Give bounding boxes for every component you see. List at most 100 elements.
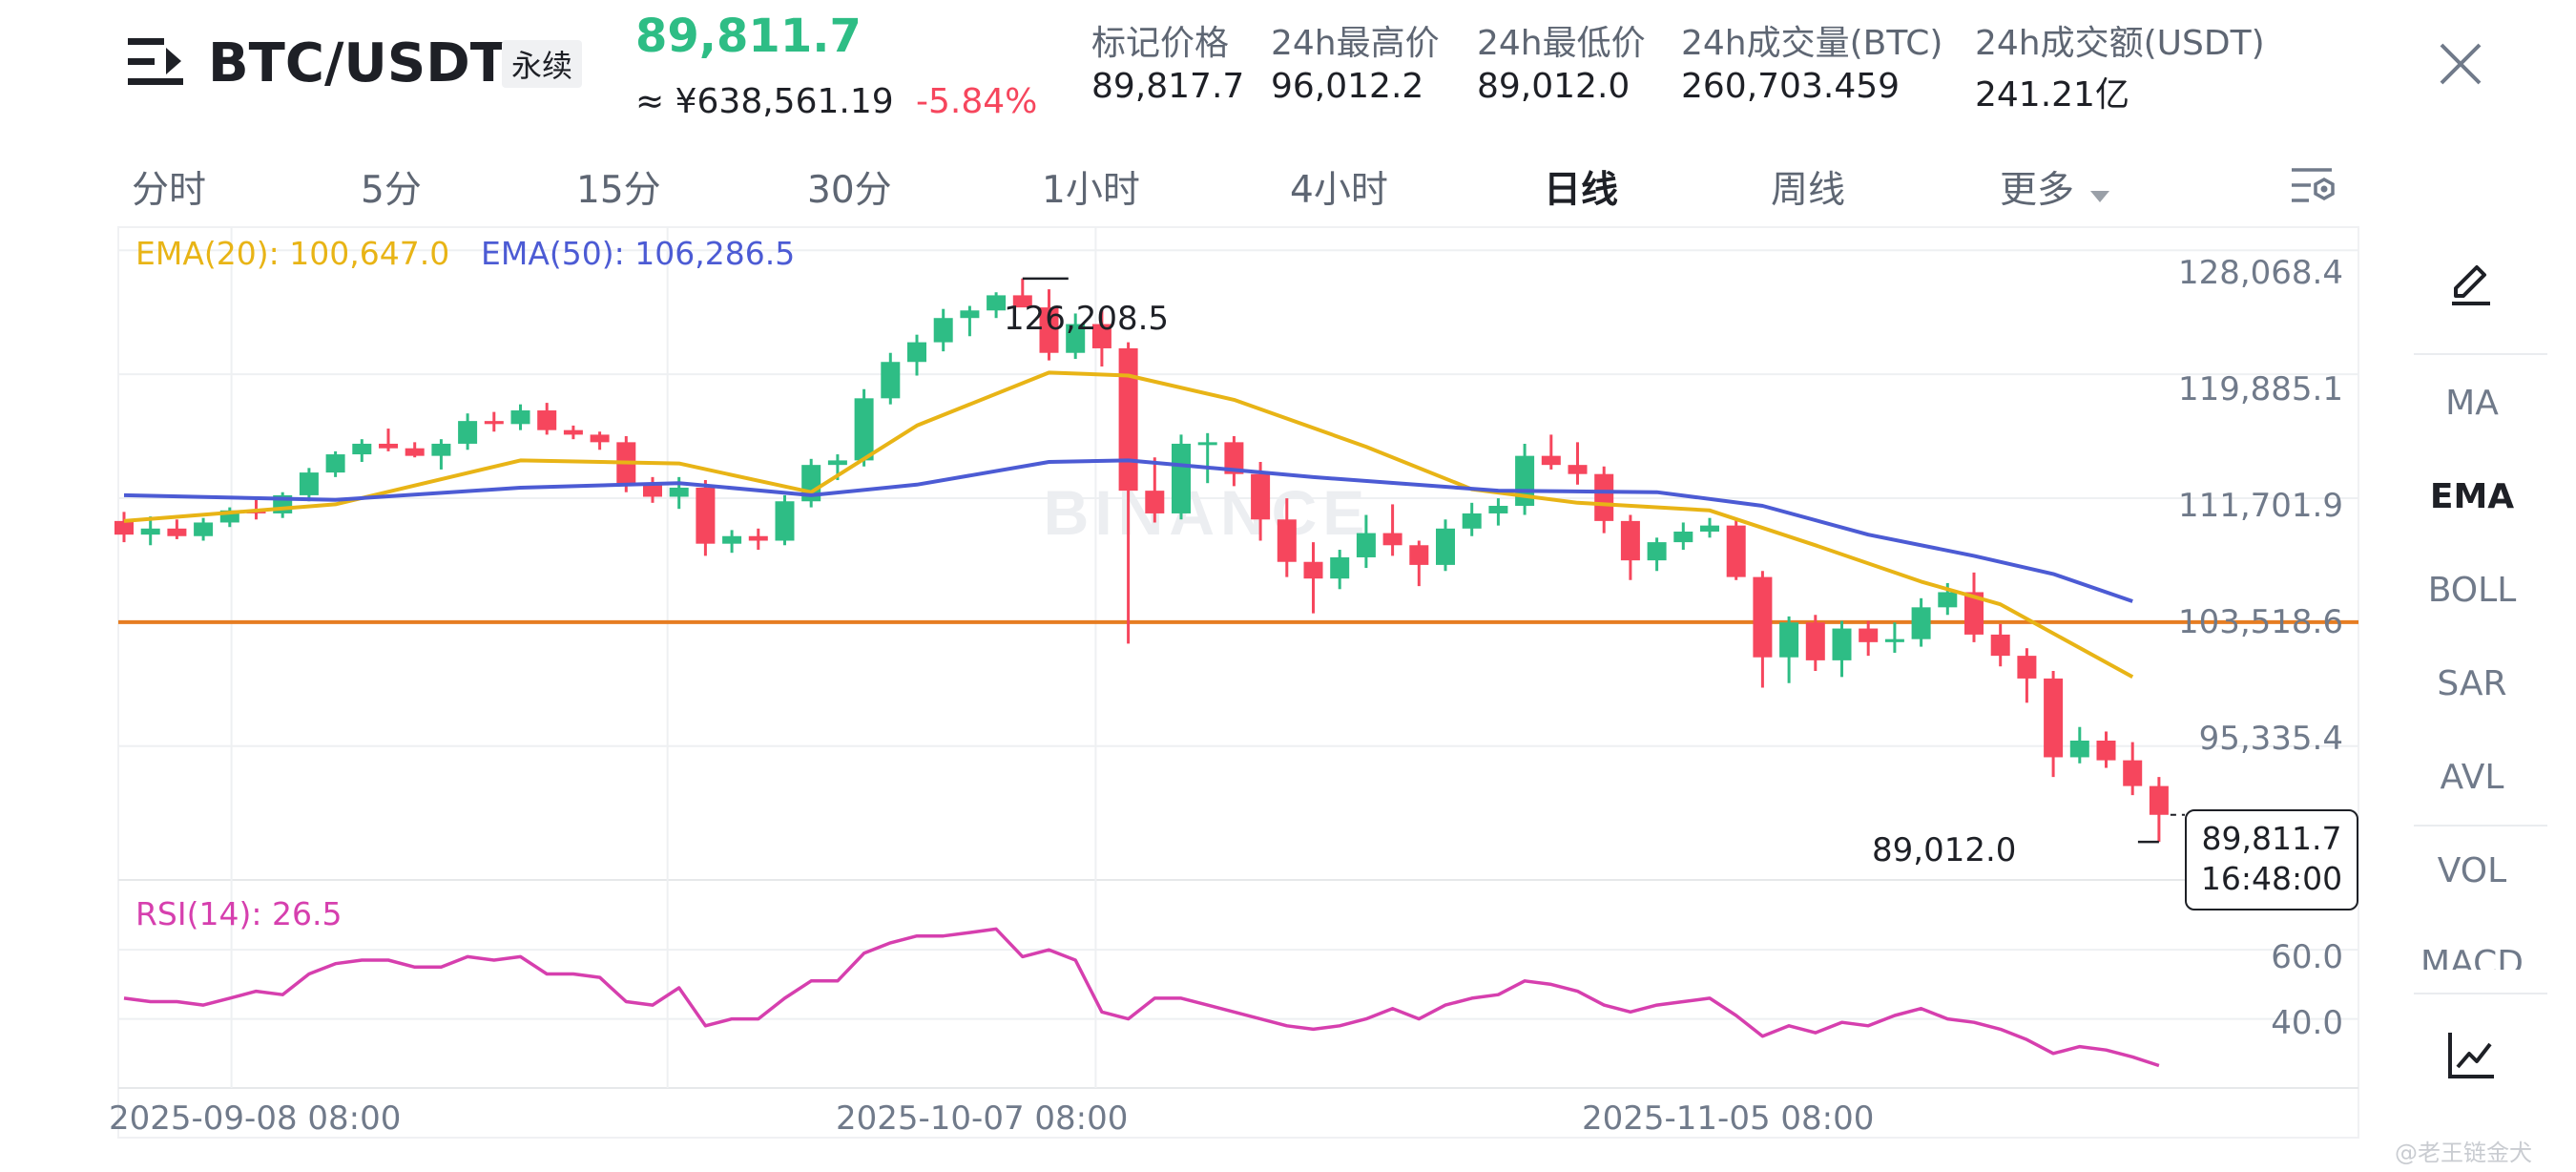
tab-more-label: 更多 bbox=[2000, 169, 2075, 212]
candle-body bbox=[1964, 592, 1984, 635]
candle-body bbox=[1673, 531, 1693, 543]
candle-body bbox=[854, 398, 874, 461]
candle-body bbox=[1938, 592, 1958, 608]
rsi-line bbox=[123, 927, 2160, 1068]
candle-body bbox=[431, 443, 451, 456]
price-axis-tick: 111,701.9 bbox=[2177, 487, 2343, 525]
candle-body bbox=[1172, 443, 1191, 513]
candle-body bbox=[1647, 542, 1667, 561]
candle-body bbox=[881, 362, 901, 399]
candle-body bbox=[1884, 638, 1904, 642]
candle-body bbox=[1462, 513, 1482, 529]
candle-body bbox=[643, 483, 662, 497]
rsi-axis-tick: 40.0 bbox=[2271, 1004, 2343, 1042]
tab-30m[interactable]: 30分 bbox=[807, 169, 892, 212]
price-axis-tick: 128,068.4 bbox=[2177, 254, 2343, 292]
candle-body bbox=[1726, 525, 1746, 577]
stat-24h-volume-value: 260,703.459 bbox=[1681, 67, 1901, 106]
current-price-value: 89,811.7 bbox=[2201, 820, 2342, 857]
candle-body bbox=[987, 295, 1007, 311]
last-price: 89,811.7 bbox=[635, 10, 862, 63]
close-icon[interactable] bbox=[2439, 42, 2483, 86]
draw-tool-icon[interactable] bbox=[2446, 260, 2496, 309]
price-chart[interactable]: BINANCE bbox=[0, 220, 2366, 1172]
indicator-ma[interactable]: MA bbox=[2445, 384, 2499, 423]
tab-15m[interactable]: 15分 bbox=[576, 169, 661, 212]
candle-body bbox=[1700, 525, 1719, 532]
candle-body bbox=[2017, 656, 2037, 679]
candle-body bbox=[2096, 740, 2116, 761]
cny-price: ≈ ¥638,561.19 bbox=[635, 82, 894, 121]
indicator-ema[interactable]: EMA bbox=[2429, 477, 2515, 516]
binance-watermark: BINANCE bbox=[1044, 477, 1371, 548]
candle-body bbox=[1277, 519, 1297, 562]
candle-body bbox=[1805, 622, 1825, 660]
candle-body bbox=[379, 443, 398, 449]
indicator-macd-label: MACD bbox=[2420, 945, 2524, 970]
candle-body bbox=[1224, 442, 1244, 474]
candle-body bbox=[907, 342, 926, 363]
candle-body bbox=[1568, 465, 1588, 474]
price-axis-tick: 103,518.6 bbox=[2177, 603, 2343, 641]
stat-24h-low-label: 24h最低价 bbox=[1477, 24, 1646, 63]
candle-body bbox=[2149, 785, 2169, 815]
low-price-marker: 89,012.0 bbox=[1872, 831, 2017, 869]
indicator-vol[interactable]: VOL bbox=[2437, 851, 2507, 890]
tab-1h[interactable]: 1小时 bbox=[1042, 169, 1140, 212]
menu-icon[interactable] bbox=[128, 34, 183, 90]
indicator-macd[interactable]: MACD bbox=[2410, 945, 2534, 970]
candle-body bbox=[827, 460, 847, 466]
candle-body bbox=[748, 535, 768, 541]
candle-body bbox=[194, 522, 214, 536]
candle-body bbox=[405, 448, 425, 456]
candle-body bbox=[114, 520, 134, 535]
candle-body bbox=[696, 487, 716, 544]
rsi-axis-tick: 60.0 bbox=[2271, 938, 2343, 976]
candle-body bbox=[1382, 533, 1402, 546]
tab-5m[interactable]: 5分 bbox=[361, 169, 422, 212]
candle-body bbox=[1039, 307, 1059, 353]
indicator-sar[interactable]: SAR bbox=[2437, 664, 2507, 703]
divider bbox=[2414, 825, 2547, 827]
indicator-avl[interactable]: AVL bbox=[2440, 758, 2504, 797]
tab-more[interactable]: 更多 bbox=[2000, 160, 2111, 214]
candle-body bbox=[1832, 628, 1852, 660]
candle-body bbox=[1251, 473, 1271, 520]
ema50-legend: EMA(50): 106,286.5 bbox=[481, 235, 796, 272]
caret-down-icon bbox=[2088, 189, 2111, 208]
date-axis-tick: 2025-10-07 08:00 bbox=[836, 1099, 1129, 1138]
credit-watermark: @老王链金犬 bbox=[2395, 1140, 2532, 1166]
divider bbox=[2414, 353, 2547, 355]
indicator-chart-icon[interactable] bbox=[2446, 1029, 2498, 1080]
current-price-tag: 89,811.7 16:48:00 bbox=[2185, 809, 2358, 910]
stat-24h-turnover-value: 241.21亿 bbox=[1975, 75, 2129, 115]
candle-body bbox=[1515, 455, 1535, 507]
divider bbox=[2414, 993, 2547, 994]
candle-body bbox=[167, 528, 187, 536]
rsi-legend: RSI(14): 26.5 bbox=[135, 895, 343, 932]
candle-body bbox=[1012, 295, 1032, 308]
tab-time-sharing[interactable]: 分时 bbox=[132, 169, 207, 212]
stat-24h-low-value: 89,012.0 bbox=[1477, 67, 1631, 106]
symbol-title[interactable]: BTC/USDT bbox=[208, 32, 507, 94]
tab-1w[interactable]: 周线 bbox=[1771, 169, 1846, 212]
candle-body bbox=[1066, 324, 1086, 353]
chart-settings-icon[interactable] bbox=[2290, 164, 2337, 208]
candle-body bbox=[299, 472, 319, 495]
candle-body bbox=[722, 535, 742, 544]
candle-body bbox=[1620, 520, 1640, 561]
price-axis-tick: 95,335.4 bbox=[2198, 720, 2343, 758]
ema50-line bbox=[123, 458, 2133, 603]
candle-body bbox=[775, 501, 795, 541]
candle-body bbox=[1594, 473, 1614, 521]
candle-body bbox=[1488, 506, 1508, 513]
candle-body bbox=[325, 454, 345, 473]
candle-body bbox=[1779, 622, 1799, 658]
candle-body bbox=[960, 310, 980, 319]
tab-4h[interactable]: 4小时 bbox=[1290, 169, 1388, 212]
candle-body bbox=[1859, 628, 1879, 642]
candle-body bbox=[2044, 678, 2064, 758]
indicator-boll[interactable]: BOLL bbox=[2427, 571, 2517, 610]
tab-1d[interactable]: 日线 bbox=[1544, 169, 1619, 212]
candle-body bbox=[510, 410, 530, 425]
